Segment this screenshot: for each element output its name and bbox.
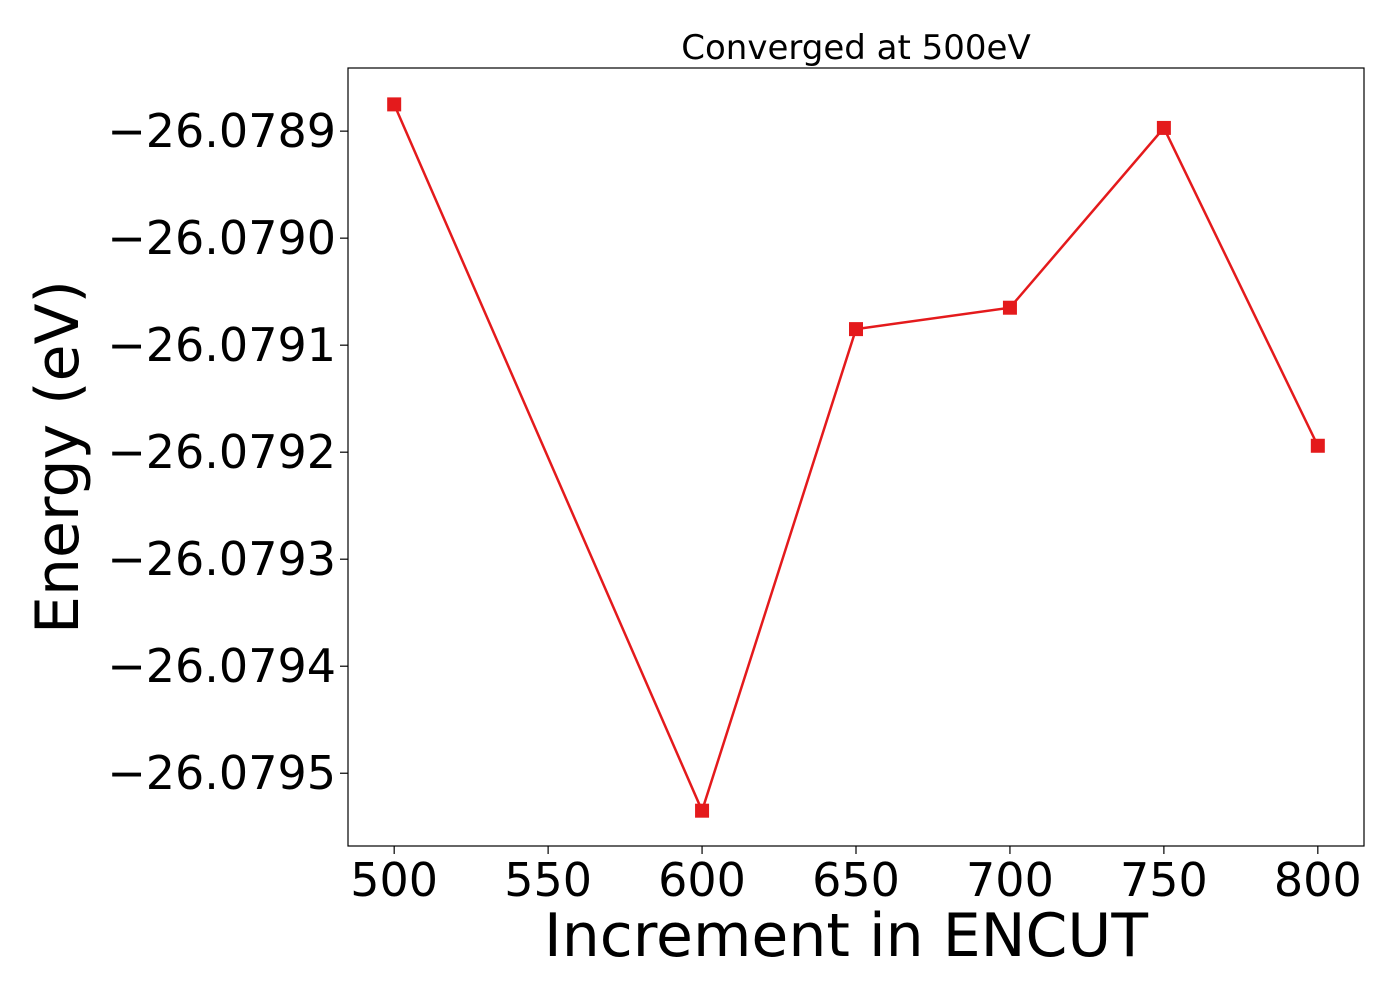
y-tick-label: −26.0791 xyxy=(107,318,336,372)
x-axis-title: Increment in ENCUT xyxy=(544,901,1148,971)
x-tick-label: 600 xyxy=(658,853,746,907)
y-tick-label: −26.0793 xyxy=(107,532,336,586)
x-tick-label: 750 xyxy=(1120,853,1208,907)
plot-frame xyxy=(347,67,1365,847)
series-layer xyxy=(387,97,1325,818)
y-axis-title: Energy (eV) xyxy=(23,280,93,634)
y-tick-label: −26.0789 xyxy=(107,104,336,158)
series-line xyxy=(393,103,1319,815)
x-axis-ticks: 500 550 600 650 700 750 800 xyxy=(350,846,1362,907)
data-point-marker xyxy=(849,322,863,337)
data-point-marker xyxy=(1002,300,1017,315)
data-point-marker xyxy=(1156,120,1171,135)
chart-title: Converged at 500eV xyxy=(681,28,1030,68)
y-tick-label: −26.0794 xyxy=(107,639,336,693)
x-tick-label: 800 xyxy=(1274,853,1362,907)
x-tick-label: 500 xyxy=(350,853,438,907)
y-tick-label: −26.0792 xyxy=(107,425,336,479)
data-point-marker xyxy=(695,803,710,818)
data-point-marker xyxy=(1310,438,1325,453)
y-tick-label: −26.0790 xyxy=(107,211,336,265)
data-point-marker xyxy=(387,97,402,112)
x-tick-label: 650 xyxy=(812,853,900,907)
y-tick-label: −26.0795 xyxy=(107,746,336,800)
x-tick-label: 550 xyxy=(504,853,592,907)
x-tick-label: 700 xyxy=(966,853,1054,907)
y-axis-ticks: −26.0789 −26.0790 −26.0791 −26.0792 −26.0793… xyxy=(107,104,348,800)
